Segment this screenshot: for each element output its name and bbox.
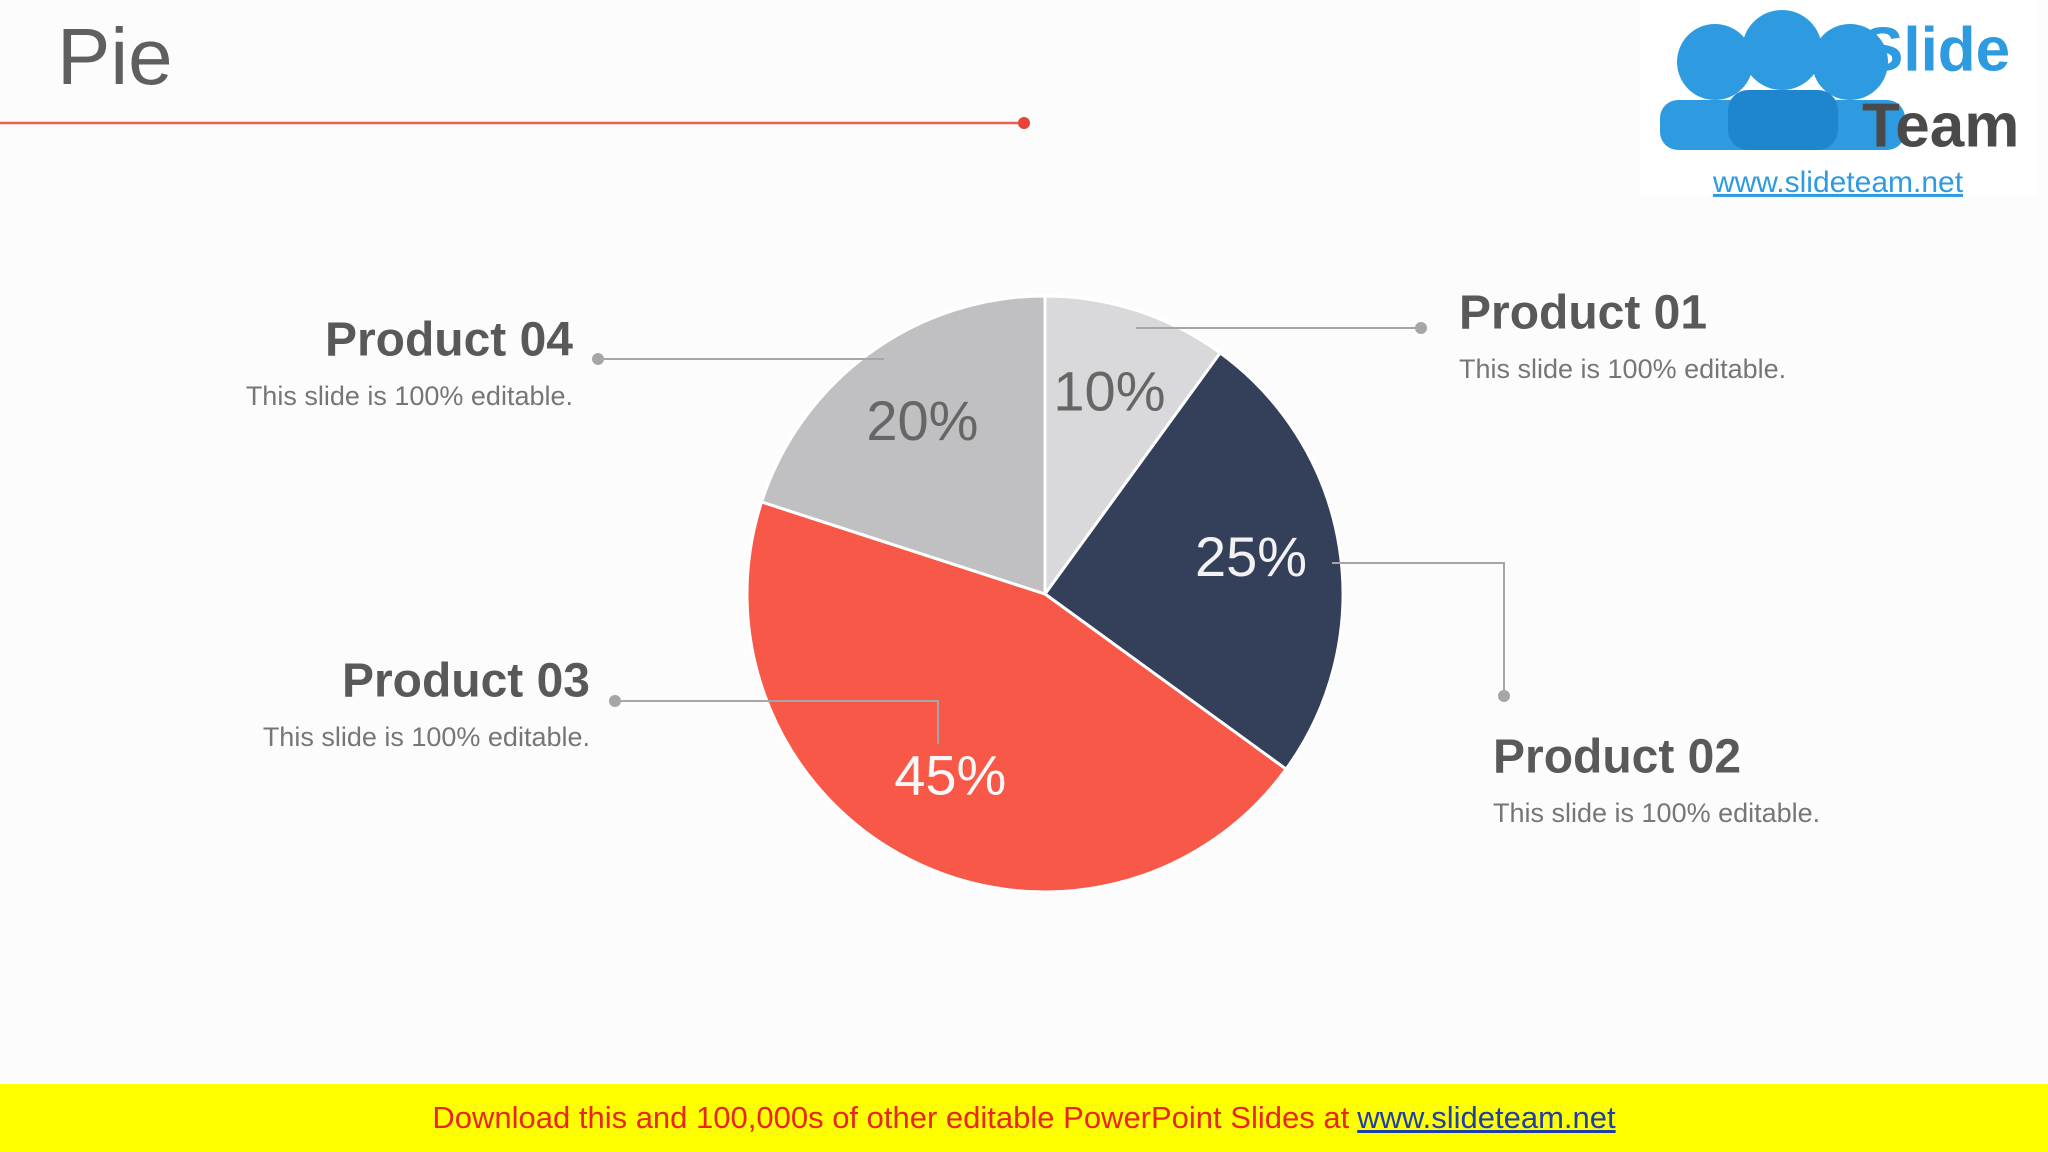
category-description: This slide is 100% editable. bbox=[246, 381, 573, 411]
category-label: Product 01 bbox=[1459, 287, 1707, 340]
logo-icon bbox=[1812, 24, 1888, 100]
category-description: This slide is 100% editable. bbox=[1493, 798, 1820, 828]
logo-text: Team bbox=[1862, 91, 2019, 160]
pie-slice bbox=[745, 500, 1289, 894]
title-rule-dot bbox=[1018, 117, 1030, 129]
callout-dot bbox=[1498, 690, 1510, 702]
slice-label: 45% bbox=[894, 744, 1006, 807]
logo-icon bbox=[1728, 90, 1838, 150]
category-label: Product 02 bbox=[1493, 731, 1741, 784]
footer-text: Download this and 100,000s of other edit… bbox=[432, 1100, 1350, 1135]
callout-dot bbox=[609, 695, 621, 707]
pie-slice bbox=[1042, 350, 1345, 772]
footer-banner: Download this and 100,000s of other edit… bbox=[0, 1084, 2048, 1152]
slice-label: 20% bbox=[866, 389, 978, 452]
category-label: Product 04 bbox=[325, 314, 573, 367]
slide-title: Pie bbox=[57, 12, 173, 101]
category-label: Product 03 bbox=[342, 655, 590, 708]
slide: Pie Slide Team www.slideteam.net 10% 25% 4… bbox=[0, 0, 2038, 894]
callout-line bbox=[1332, 562, 1505, 696]
logo-url[interactable]: www.slideteam.net bbox=[1712, 166, 1964, 199]
logo-icon bbox=[1677, 24, 1753, 100]
slice-label: 10% bbox=[1053, 359, 1165, 422]
category-description: This slide is 100% editable. bbox=[263, 722, 590, 752]
logo-icon bbox=[1742, 10, 1822, 90]
callout-line bbox=[615, 700, 939, 744]
pie-chart: 10% 25% 45% 20% Product 01 This slide is 100%… bbox=[246, 287, 1820, 894]
footer-link[interactable]: www.slideteam.net bbox=[1357, 1100, 1616, 1135]
pie-slice bbox=[759, 294, 1047, 597]
logo: Slide Team www.slideteam.net bbox=[1640, 0, 2038, 199]
slice-label: 25% bbox=[1195, 525, 1307, 588]
callout-dot bbox=[1415, 322, 1427, 334]
logo-text: Slide bbox=[1862, 15, 2010, 84]
pie-slice bbox=[1043, 294, 1223, 599]
category-description: This slide is 100% editable. bbox=[1459, 354, 1786, 384]
callout-dot bbox=[592, 353, 604, 365]
